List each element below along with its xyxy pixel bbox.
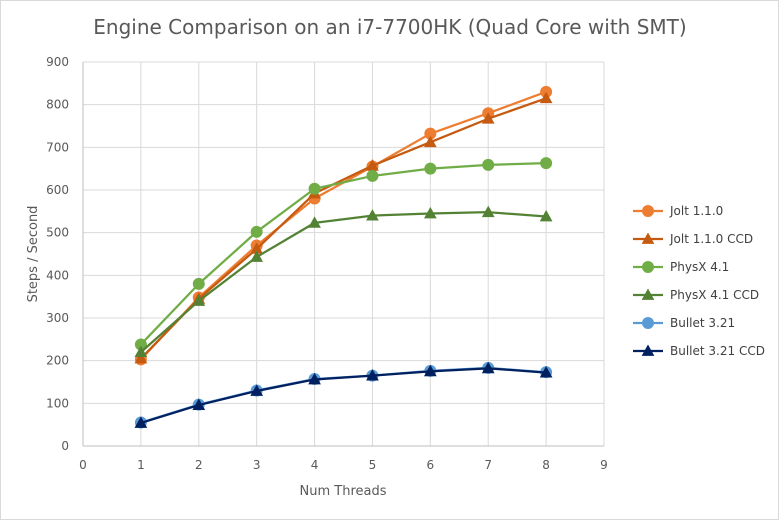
y-tick-label: 800 <box>46 98 69 112</box>
data-point <box>423 364 437 377</box>
x-tick-label: 9 <box>600 458 608 472</box>
data-point <box>308 372 321 385</box>
data-point <box>192 294 206 306</box>
data-point <box>366 169 379 182</box>
y-tick-label: 600 <box>46 183 69 197</box>
data-point <box>250 250 264 262</box>
series-line <box>140 161 547 346</box>
legend-item: PhysX 4.1 CCD <box>633 288 759 302</box>
legend-item: Bullet 3.21 <box>633 316 735 330</box>
x-tick-label: 4 <box>311 458 319 472</box>
x-tick-label: 7 <box>484 458 492 472</box>
y-tick-label: 200 <box>46 354 69 368</box>
legend-label: Bullet 3.21 CCD <box>670 344 765 358</box>
legend-marker <box>642 317 654 329</box>
series <box>134 85 553 429</box>
axes: 0 100 200 300 400 500 600 700 800 900 0 1 2 3 4 5 6 7 8 9 <box>46 55 608 472</box>
data-point <box>423 135 437 148</box>
x-tick-label: 8 <box>542 458 550 472</box>
legend-item: Jolt 1.1.0 <box>633 204 723 218</box>
legend-label: Jolt 1.1.0 CCD <box>669 232 753 246</box>
data-point <box>134 416 148 428</box>
legend-marker <box>641 344 655 356</box>
y-tick-label: 900 <box>46 55 69 69</box>
data-point <box>250 384 264 396</box>
series-3 <box>134 205 553 358</box>
y-tick-label: 0 <box>61 439 69 453</box>
x-tick-label: 0 <box>79 458 87 472</box>
legend-item: Bullet 3.21 CCD <box>633 344 765 358</box>
data-point <box>308 182 321 195</box>
grid <box>83 61 605 446</box>
y-tick-label: 500 <box>46 226 69 240</box>
x-axis-label: Num Threads <box>300 484 387 499</box>
data-point <box>423 206 437 219</box>
y-axis-label: Steps / Second <box>26 206 41 303</box>
x-tick-label: 1 <box>137 458 145 472</box>
data-point <box>308 216 321 228</box>
data-point <box>539 366 553 378</box>
series-line <box>140 97 547 360</box>
legend: Jolt 1.1.0 Jolt 1.1.0 CCD PhysX 4.1 PhysX 4… <box>633 204 765 358</box>
series-2 <box>134 157 553 351</box>
x-tick-label: 3 <box>253 458 261 472</box>
data-point <box>250 225 263 238</box>
data-point <box>481 205 495 218</box>
y-tick-label: 400 <box>46 268 69 282</box>
data-point <box>481 361 495 374</box>
legend-marker <box>641 232 655 244</box>
legend-item: Jolt 1.1.0 CCD <box>633 232 753 246</box>
data-point <box>192 277 205 290</box>
y-tick-label: 700 <box>46 140 69 154</box>
data-point <box>540 157 553 170</box>
legend-label: PhysX 4.1 CCD <box>670 288 759 302</box>
data-point <box>482 158 495 171</box>
legend-marker <box>642 261 654 273</box>
legend-marker <box>642 205 654 217</box>
legend-label: Bullet 3.21 <box>670 316 735 330</box>
legend-label: PhysX 4.1 <box>670 260 729 274</box>
legend-marker <box>641 288 655 300</box>
series-line <box>140 211 547 353</box>
data-point <box>481 112 495 124</box>
series-5 <box>134 361 553 428</box>
data-point <box>539 91 553 104</box>
y-tick-label: 100 <box>46 396 69 410</box>
chart-title: Engine Comparison on an i7-7700HK (Quad … <box>93 15 686 39</box>
y-tick-label: 300 <box>46 311 69 325</box>
x-tick-label: 5 <box>369 458 377 472</box>
data-point <box>366 209 379 221</box>
data-point <box>134 345 148 358</box>
data-point <box>539 209 553 222</box>
data-point <box>424 162 437 175</box>
x-tick-label: 2 <box>195 458 203 472</box>
series-line <box>140 367 547 425</box>
data-point <box>192 398 206 410</box>
data-point <box>366 369 379 381</box>
data-point <box>134 352 148 364</box>
legend-item: PhysX 4.1 <box>633 260 729 274</box>
legend-label: Jolt 1.1.0 <box>669 204 723 218</box>
x-tick-label: 6 <box>427 458 435 472</box>
